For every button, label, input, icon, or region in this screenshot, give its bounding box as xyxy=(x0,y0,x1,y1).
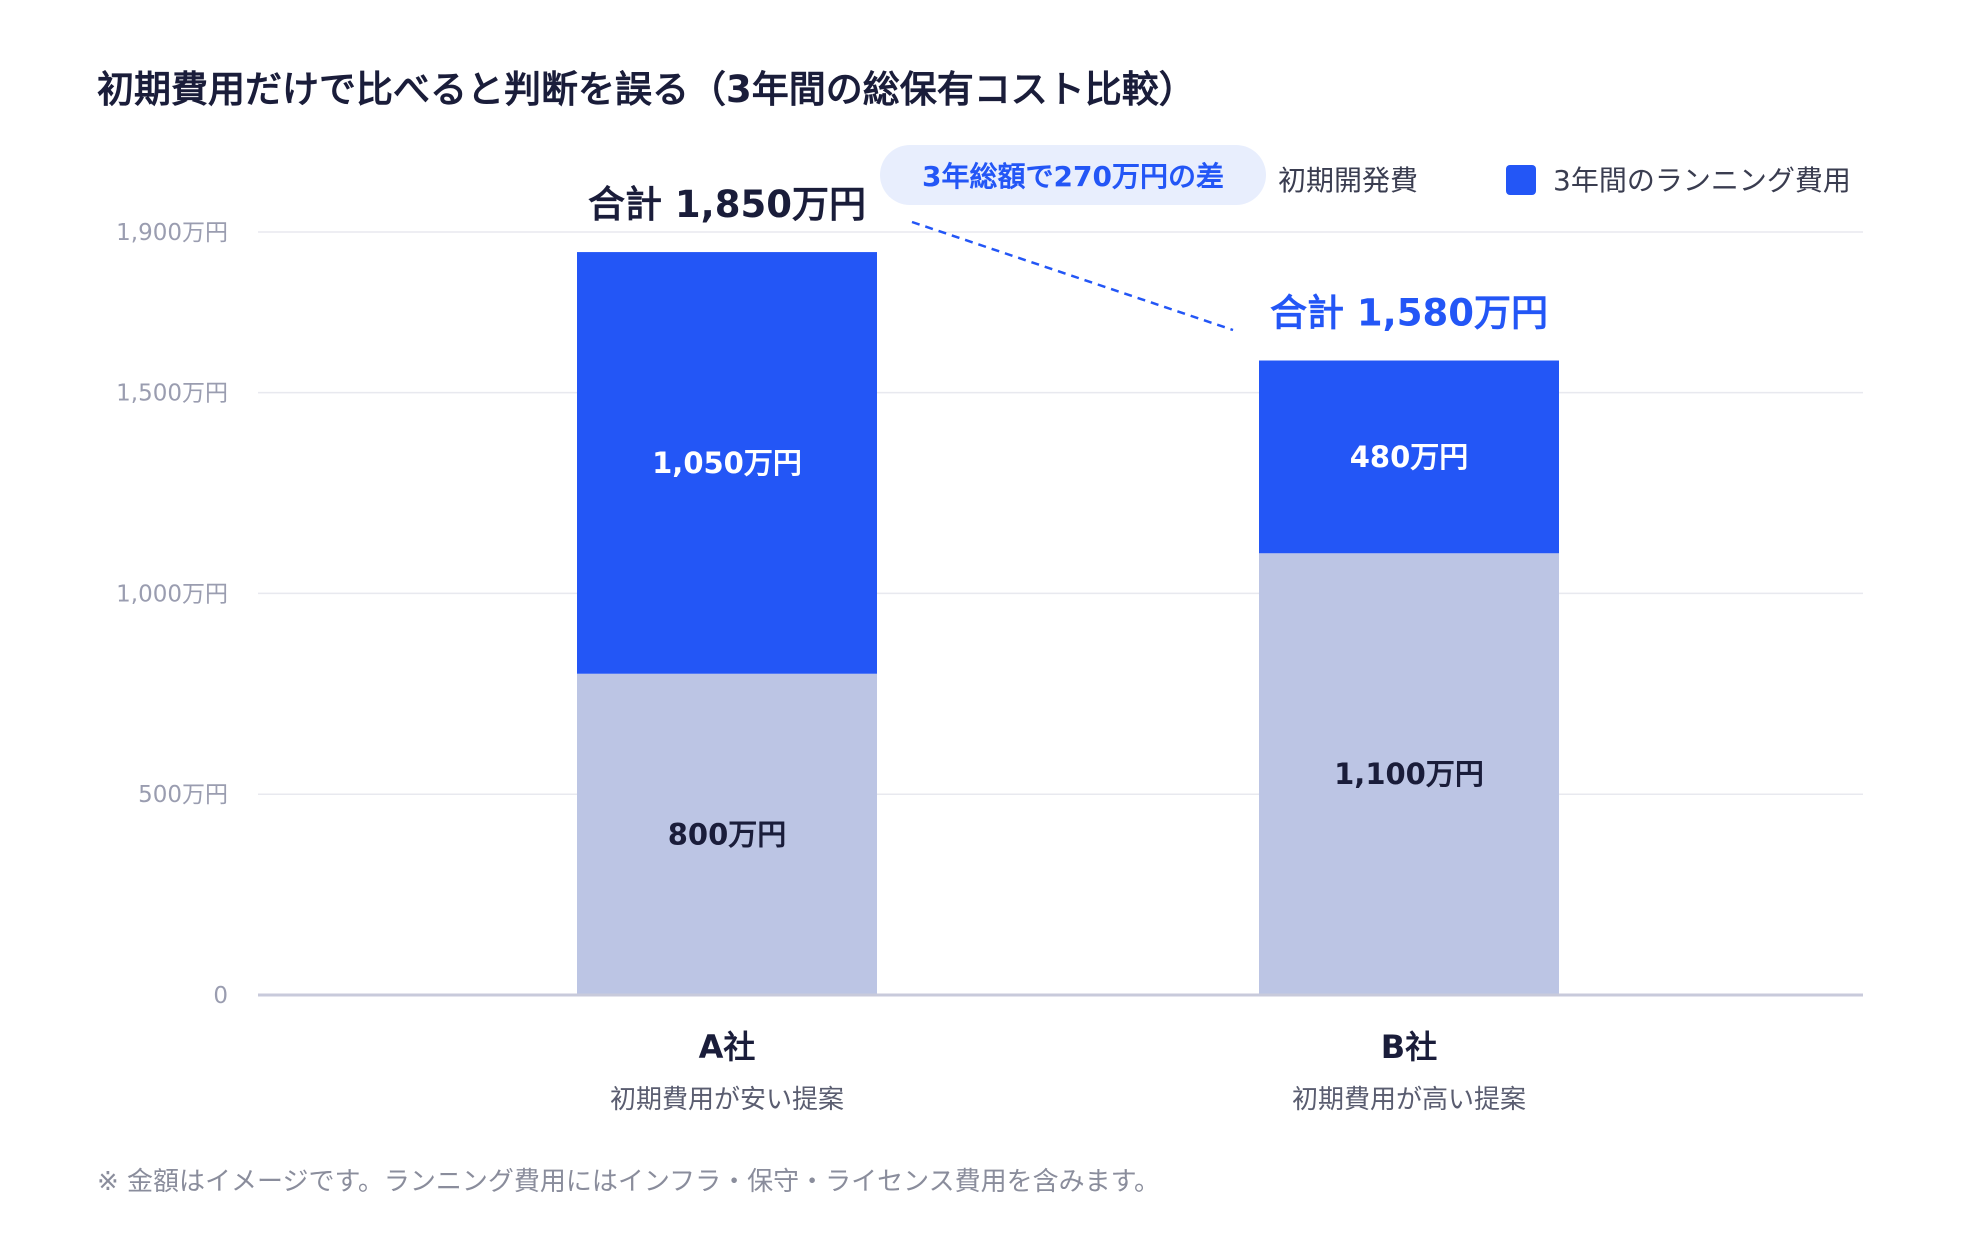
bar-segment xyxy=(577,252,877,674)
y-tick-label: 1,500万円 xyxy=(116,381,228,407)
callout-bubble xyxy=(880,145,1266,205)
category-label: A社 xyxy=(699,1028,756,1066)
legend-swatch-running xyxy=(1506,165,1536,195)
data-label: 800万円 xyxy=(668,817,787,851)
legend-label-running: 3年間のランニング費用 xyxy=(1553,164,1851,197)
y-tick-label: 1,900万円 xyxy=(116,220,228,246)
category-subtitle: 初期費用が高い提案 xyxy=(1292,1085,1526,1115)
chart-title: 初期費用だけで比べると判断を誤る（3年間の総保有コスト比較） xyxy=(97,68,1196,111)
legend-label-initial: 初期開発費 xyxy=(1278,164,1418,197)
bar-segment xyxy=(1259,360,1559,554)
category-subtitle: 初期費用が安い提案 xyxy=(610,1085,844,1115)
bar-segment xyxy=(577,673,877,995)
gridlines xyxy=(258,231,1863,795)
legend-item-running: 3年間のランニング費用 xyxy=(1506,164,1851,197)
total-label: 合計 1,580万円 xyxy=(1270,292,1548,335)
y-tick-label: 1,000万円 xyxy=(116,581,228,607)
category-label: B社 xyxy=(1381,1028,1437,1066)
callout-text: 3年総額で270万円の差 xyxy=(922,160,1224,193)
y-axis-ticks: 0 500万円 1,000万円 1,500万円 1,900万円 xyxy=(116,220,228,1009)
legend: 初期開発費 3年間のランニング費用 xyxy=(1278,164,1851,197)
data-label: 1,100万円 xyxy=(1334,757,1484,791)
bars xyxy=(577,252,1559,995)
data-label: 1,050万円 xyxy=(652,446,802,480)
footnote: ※ 金額はイメージです。ランニング費用にはインフラ・保守・ライセンス費用を含みま… xyxy=(97,1167,1160,1197)
y-tick-label: 0 xyxy=(213,983,228,1009)
legend-item-initial: 初期開発費 xyxy=(1278,164,1418,197)
callout-connector xyxy=(911,220,1234,332)
total-label: 合計 1,850万円 xyxy=(588,183,866,226)
data-label: 480万円 xyxy=(1350,440,1469,474)
y-tick-label: 500万円 xyxy=(138,782,228,808)
bar-segment xyxy=(1259,553,1559,995)
segment-labels: 800万円 1,050万円 1,100万円 480万円 xyxy=(652,440,1484,851)
